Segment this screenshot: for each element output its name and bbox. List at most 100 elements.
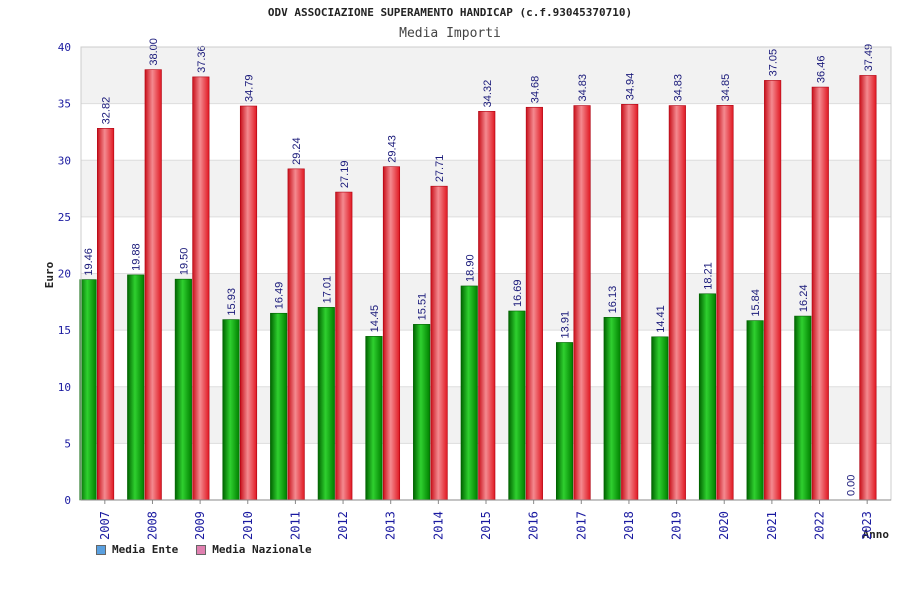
data-label: 37.49 bbox=[863, 44, 875, 72]
data-label: 34.68 bbox=[529, 76, 541, 104]
y-tick-label: 30 bbox=[58, 154, 71, 167]
data-label: 38.00 bbox=[148, 38, 160, 66]
data-label: 32.82 bbox=[101, 97, 113, 125]
bars bbox=[79, 69, 877, 501]
bar-media-ente bbox=[698, 293, 717, 501]
data-label: 34.83 bbox=[672, 74, 684, 102]
data-label: 16.49 bbox=[274, 282, 286, 310]
bar-media-nazionale bbox=[716, 105, 734, 501]
chart-subtitle: Media Importi bbox=[399, 26, 501, 41]
data-label: 16.24 bbox=[798, 285, 810, 313]
bar-media-ente bbox=[555, 342, 574, 501]
y-tick-label: 5 bbox=[64, 437, 71, 450]
bar-media-nazionale bbox=[525, 106, 543, 501]
y-tick-label: 35 bbox=[58, 98, 71, 111]
data-label: 29.43 bbox=[386, 135, 398, 163]
x-tick-label: 2020 bbox=[717, 511, 731, 540]
bar-media-nazionale bbox=[573, 105, 591, 501]
bar-media-nazionale bbox=[192, 76, 210, 501]
x-tick-label: 2014 bbox=[431, 511, 445, 540]
bar-media-nazionale bbox=[97, 128, 115, 501]
x-tick-label: 2008 bbox=[145, 511, 159, 540]
legend-label-media-ente: Media Ente bbox=[112, 543, 179, 556]
x-tick-label: 2018 bbox=[622, 511, 636, 540]
x-tick-label: 2013 bbox=[384, 511, 398, 540]
grid-band bbox=[81, 47, 891, 104]
bar-media-ente bbox=[746, 320, 764, 501]
data-label: 14.41 bbox=[655, 305, 667, 333]
bar-media-nazionale bbox=[764, 80, 782, 501]
bar-media-nazionale bbox=[382, 166, 401, 501]
bar-media-ente bbox=[79, 279, 97, 501]
bar-media-nazionale bbox=[621, 104, 639, 501]
data-label: 19.88 bbox=[131, 243, 143, 271]
data-label: 34.32 bbox=[482, 80, 494, 108]
data-label: 34.85 bbox=[720, 74, 732, 102]
data-label: 16.69 bbox=[512, 279, 524, 307]
data-label: 15.93 bbox=[226, 288, 238, 316]
y-tick-label: 10 bbox=[58, 381, 71, 394]
data-label: 34.94 bbox=[625, 73, 637, 101]
x-tick-label: 2021 bbox=[765, 511, 779, 540]
bar-media-ente bbox=[365, 336, 383, 501]
data-label: 19.46 bbox=[83, 248, 95, 276]
bar-media-ente bbox=[270, 312, 288, 501]
data-label: 17.01 bbox=[321, 276, 333, 304]
bar-media-ente bbox=[460, 285, 478, 501]
data-label: 14.45 bbox=[369, 305, 381, 333]
data-label: 18.90 bbox=[464, 254, 476, 282]
legend-swatch-media-nazionale bbox=[196, 544, 207, 555]
bar-media-ente bbox=[794, 315, 812, 501]
x-tick-label: 2023 bbox=[860, 511, 874, 540]
chart-title: ODV ASSOCIAZIONE SUPERAMENTO HANDICAP (c… bbox=[267, 6, 633, 19]
data-label: 0.00 bbox=[845, 475, 857, 496]
data-label: 15.84 bbox=[750, 289, 762, 317]
bar-media-nazionale bbox=[859, 75, 877, 501]
x-tick-label: 2011 bbox=[288, 511, 302, 540]
data-label: 13.91 bbox=[560, 311, 572, 339]
data-label: 34.83 bbox=[577, 74, 589, 102]
data-label: 37.05 bbox=[768, 49, 780, 77]
data-labels: 19.46 32.82 19.88 38.00 19.50 37.36 15.93 34.79… bbox=[83, 38, 875, 496]
legend-item-media-nazionale: Media Nazionale bbox=[196, 543, 312, 556]
legend-label-media-nazionale: Media Nazionale bbox=[212, 543, 312, 556]
data-label: 19.50 bbox=[178, 248, 190, 276]
x-tick-label: 2016 bbox=[527, 511, 541, 540]
x-tick-label: 2017 bbox=[574, 511, 588, 540]
data-label: 27.19 bbox=[339, 161, 351, 189]
data-label: 29.24 bbox=[291, 137, 303, 165]
bar-media-nazionale bbox=[287, 168, 305, 501]
legend-swatch-media-ente bbox=[96, 544, 106, 555]
y-tick-label: 20 bbox=[58, 268, 71, 281]
bar-media-nazionale bbox=[668, 105, 686, 501]
data-label: 16.13 bbox=[607, 286, 619, 314]
y-tick-label: 25 bbox=[58, 211, 71, 224]
bar-media-ente bbox=[413, 324, 431, 501]
legend: Media Ente Media Nazionale bbox=[96, 543, 312, 556]
bar-media-nazionale bbox=[239, 105, 258, 501]
y-tick-label: 0 bbox=[64, 494, 71, 507]
y-tick-label: 15 bbox=[58, 324, 71, 337]
bar-media-ente bbox=[317, 307, 335, 501]
y-tick-label: 40 bbox=[58, 41, 71, 54]
bar-media-ente bbox=[603, 317, 621, 501]
data-label: 37.36 bbox=[196, 45, 208, 73]
axes: 0 5 10 15 20 25 30 35 40 Euro Anno 2007 2008 2009 2010… bbox=[43, 41, 892, 541]
bar-media-nazionale bbox=[430, 185, 448, 501]
x-tick-label: 2012 bbox=[336, 511, 350, 540]
data-label: 36.46 bbox=[815, 56, 827, 84]
bar-media-ente bbox=[508, 310, 526, 501]
data-label: 18.21 bbox=[702, 262, 714, 290]
y-axis-label: Euro bbox=[43, 261, 56, 288]
x-tick-label: 2022 bbox=[813, 511, 827, 540]
bar-media-nazionale bbox=[335, 191, 353, 501]
bar-media-ente bbox=[651, 336, 669, 501]
bar-media-ente bbox=[174, 278, 192, 501]
data-label: 15.51 bbox=[417, 293, 429, 321]
bar-media-ente bbox=[127, 274, 145, 501]
x-tick-label: 2007 bbox=[98, 511, 112, 540]
legend-item-media-ente: Media Ente bbox=[96, 543, 178, 556]
x-tick-label: 2019 bbox=[670, 511, 684, 540]
data-label: 34.79 bbox=[244, 74, 256, 102]
x-tick-label: 2015 bbox=[479, 511, 493, 540]
